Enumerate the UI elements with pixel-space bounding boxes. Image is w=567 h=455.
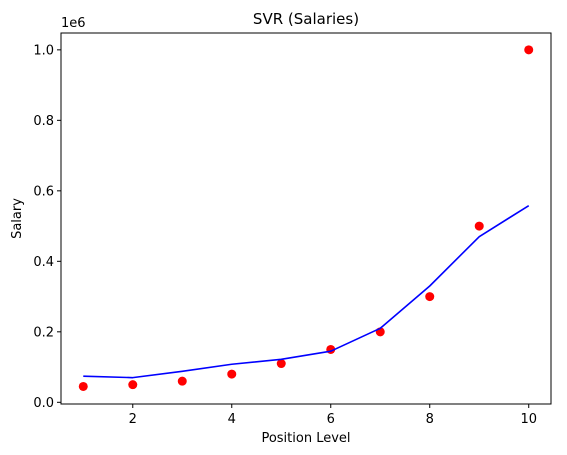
y-tick-label: 1.0 <box>33 43 54 58</box>
scatter-point <box>276 359 286 369</box>
scatter-point <box>128 380 138 390</box>
scatter-point <box>177 376 187 386</box>
x-tick-label: 8 <box>426 412 434 427</box>
x-tick-label: 4 <box>228 412 236 427</box>
scatter-point <box>474 221 484 231</box>
y-axis-ticks: 0.0 0.2 0.4 0.6 0.8 1.0 <box>33 43 61 411</box>
axes-frame <box>60 32 552 405</box>
scatter-point <box>78 381 88 391</box>
scatter-point <box>227 369 237 379</box>
y-tick-label: 0.2 <box>33 325 54 340</box>
y-tick-label: 0.0 <box>33 396 54 411</box>
x-tick-label: 6 <box>327 412 335 427</box>
plot-marks <box>78 45 534 391</box>
scatter-point <box>425 292 435 302</box>
scatter-point <box>524 45 534 55</box>
x-axis-ticks: 2 4 6 8 10 <box>129 404 537 427</box>
x-tick-label: 2 <box>129 412 137 427</box>
y-axis-offset-label: 1e6 <box>61 16 86 31</box>
y-tick-label: 0.6 <box>33 184 54 199</box>
prediction-line <box>83 204 530 379</box>
y-tick-label: 0.4 <box>33 255 54 270</box>
y-axis-label: Salary <box>10 198 25 239</box>
y-tick-label: 0.8 <box>33 114 54 129</box>
x-axis-label: Position Level <box>261 431 350 446</box>
chart-title: SVR (Salaries) <box>253 10 359 28</box>
x-tick-label: 10 <box>520 412 537 427</box>
